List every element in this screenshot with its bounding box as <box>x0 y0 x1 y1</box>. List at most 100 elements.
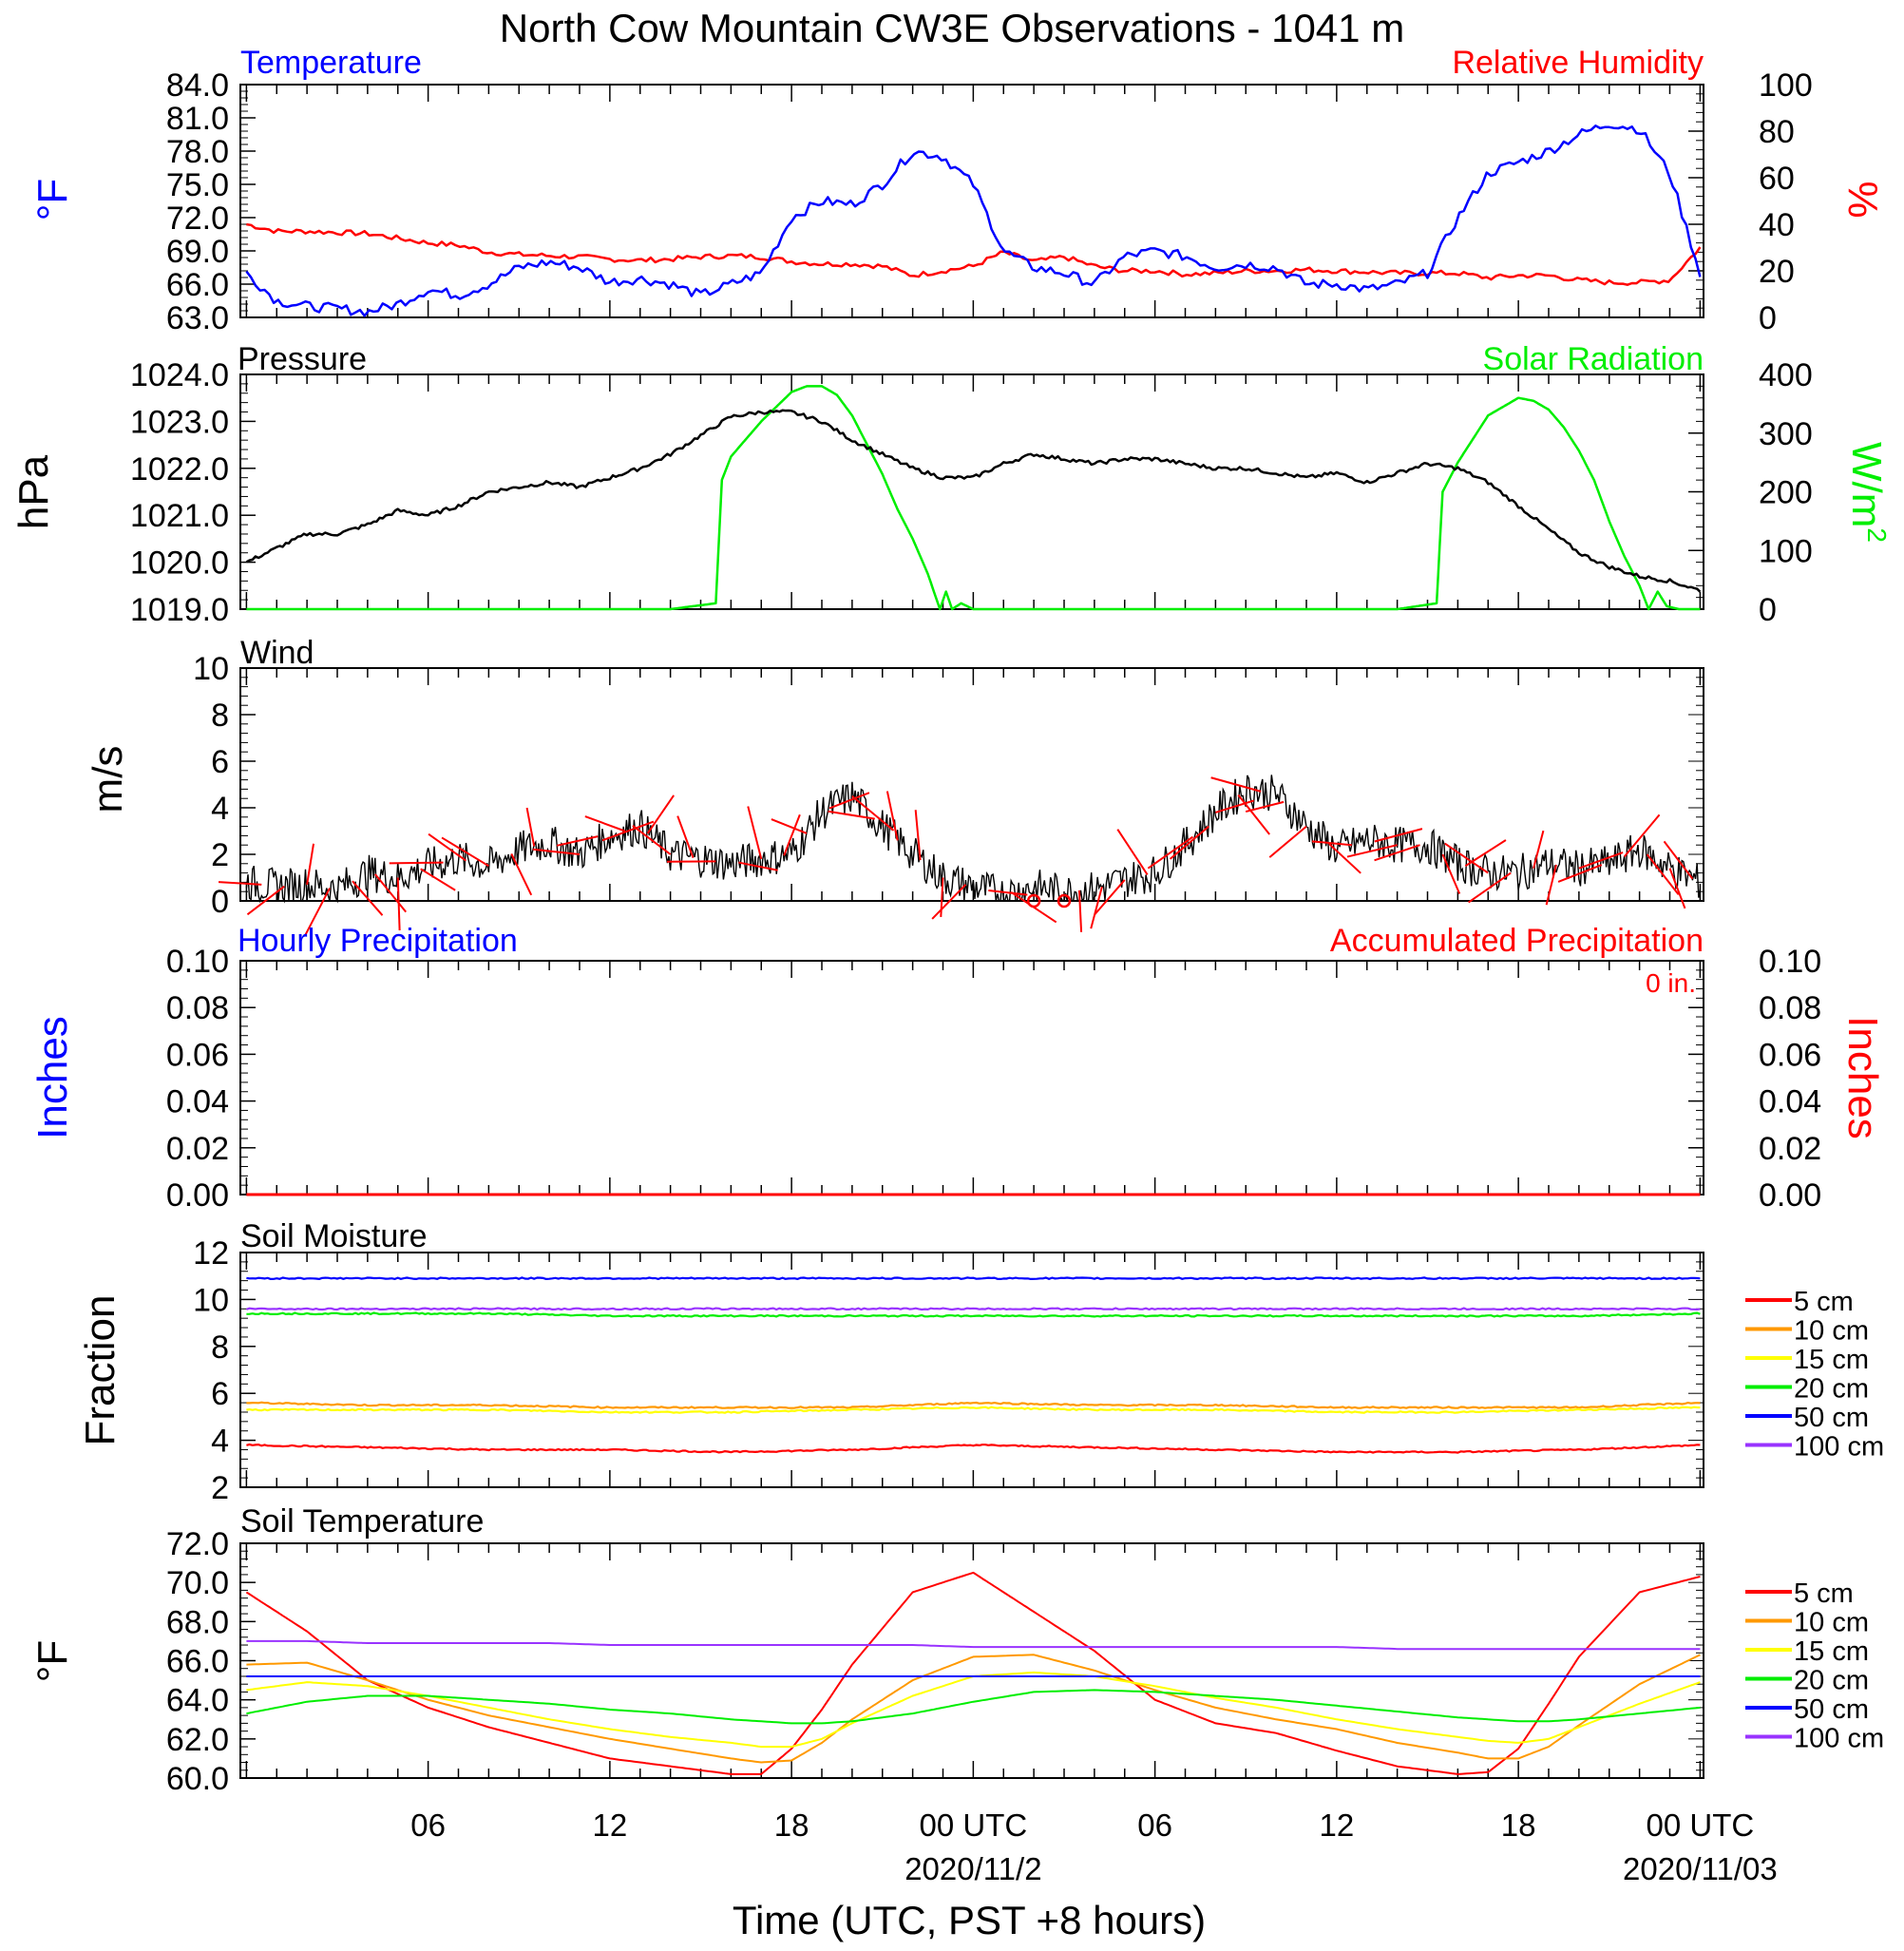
time-tick-label: 00 UTC <box>920 1808 1028 1843</box>
pressure-axis-label: hPa <box>10 454 57 529</box>
soil-temp-axis-tick-label: 62.0 <box>166 1722 229 1758</box>
temp-axis-tick-label: 69.0 <box>166 234 229 270</box>
accum-precip-axis-tick-label: 0.06 <box>1759 1037 1821 1073</box>
panel-pressure-solar: 1024.0 1023.0 1022.0 1021.0 1020.0 1019.0 400 3… <box>10 341 1892 628</box>
temp-axis-tick-label: 78.0 <box>166 134 229 170</box>
wind-barb <box>1468 871 1512 904</box>
solar-axis-tick-label: 400 <box>1759 357 1813 393</box>
wind-barb <box>931 884 967 920</box>
soil-temp-line <box>246 1689 1701 1725</box>
pressure-axis-tick-label: 1023.0 <box>130 404 229 440</box>
soil-moisture-axis-tick-label: 4 <box>211 1424 229 1460</box>
rh-axis-tick-label: 100 <box>1759 67 1813 104</box>
legend-label: 10 cm <box>1794 1608 1869 1638</box>
soil-moisture-axis-tick-label: 6 <box>211 1376 229 1412</box>
temp-axis-tick-label: 84.0 <box>166 67 229 104</box>
soil-temp-line <box>246 1639 1701 1651</box>
legend-label: 20 cm <box>1794 1666 1869 1696</box>
rh-axis-tick-label: 20 <box>1759 254 1795 290</box>
hourly-precip-axis-tick-label: 0.10 <box>166 944 229 980</box>
wind-barb <box>1444 842 1489 874</box>
hourly-precip-axis-tick-label: 0.06 <box>166 1037 229 1073</box>
wind-barb <box>1663 840 1694 880</box>
temp-axis-label: °F <box>29 179 76 220</box>
wind-barb <box>1578 851 1624 870</box>
soil-temp-title: Soil Temperature <box>240 1503 484 1540</box>
time-tick-label: 12 <box>1320 1808 1355 1843</box>
soil-temp-axis-tick-label: 66.0 <box>166 1644 229 1680</box>
wind-axis-tick-label: 6 <box>211 744 229 780</box>
temperature-title: Temperature <box>240 45 422 81</box>
soil-moisture-axis-tick-label: 12 <box>193 1235 229 1272</box>
wind-barb <box>885 791 899 841</box>
soil-moisture-axis-tick-label: 8 <box>211 1329 229 1366</box>
solar-title: Solar Radiation <box>1483 341 1704 377</box>
temp-axis-tick-label: 75.0 <box>166 167 229 203</box>
wind-barb <box>1374 844 1420 862</box>
soil-moisture-title: Soil Moisture <box>240 1218 428 1254</box>
wind-barb <box>1245 800 1285 813</box>
x-axis-label: Time (UTC, PST +8 hours) <box>733 1898 1206 1942</box>
wind-barb <box>1090 887 1103 929</box>
wind-barb <box>1311 840 1352 847</box>
time-tick-label: 06 <box>410 1808 446 1843</box>
wind-barb <box>1623 813 1661 858</box>
pressure-title: Pressure <box>238 341 367 377</box>
wind-barb <box>1077 889 1083 932</box>
wind-barb <box>428 832 467 862</box>
wind-speed-line <box>245 775 1702 904</box>
calm-wind-circle <box>1026 893 1041 909</box>
soil-temp-axis-tick-label: 64.0 <box>166 1683 229 1719</box>
wind-barb <box>1328 843 1361 874</box>
legend-label: 15 cm <box>1794 1636 1869 1667</box>
date-label: 2020/11/03 <box>1623 1851 1778 1886</box>
wind-barb <box>1346 844 1398 858</box>
accum-precip-axis-tick-label: 0.10 <box>1759 944 1821 980</box>
rh-axis: 100 80 60 40 20 0 <box>1688 67 1813 336</box>
pressure-axis-tick-label: 1024.0 <box>130 357 229 393</box>
wind-barb <box>676 815 695 859</box>
time-tick-label: 06 <box>1137 1808 1172 1843</box>
plot-frame <box>239 667 1704 902</box>
pressure-axis-tick-label: 1020.0 <box>130 545 229 582</box>
wind-barb <box>1237 794 1270 835</box>
legend-label: 100 cm <box>1794 1432 1884 1463</box>
wind-barb <box>738 861 778 871</box>
plot-frame <box>239 373 1704 610</box>
wind-barb <box>218 881 262 886</box>
rh-title: Relative Humidity <box>1452 45 1704 81</box>
hourly-precip-axis-tick-label: 0.08 <box>166 990 229 1026</box>
time-axis: 06 12 18 00 UTC 06 12 18 00 UTC 2020/11/2 2020/11… <box>410 1808 1777 1886</box>
figure-title: North Cow Mountain CW3E Observations - 1… <box>500 6 1404 50</box>
solar-axis-tick-label: 300 <box>1759 416 1813 452</box>
plot-frame <box>239 1252 1704 1488</box>
accum-precip-axis-label: Inches <box>1839 1016 1886 1139</box>
wind-barb <box>828 810 875 820</box>
solar-axis-tick-label: 0 <box>1759 592 1777 628</box>
legend-label: 5 cm <box>1794 1578 1854 1609</box>
wind-axis-tick-label: 4 <box>211 791 229 827</box>
wind-barb <box>771 818 808 834</box>
solar-axis-label: W/m2 <box>1843 442 1892 543</box>
soil-temp-axis-tick-label: 72.0 <box>166 1526 229 1562</box>
wind-barbs <box>218 776 1694 937</box>
hourly-precip-axis-tick-label: 0.04 <box>166 1084 229 1120</box>
wind-barb <box>389 861 444 865</box>
temp-axis-tick-label: 72.0 <box>166 201 229 237</box>
wind-barb <box>1116 829 1149 875</box>
accum-precip-title: Accumulated Precipitation <box>1330 923 1704 959</box>
wind-barb <box>747 806 763 860</box>
rh-axis-tick-label: 40 <box>1759 207 1795 243</box>
pressure-line <box>245 409 1702 593</box>
soil-temp-axis-tick-label: 70.0 <box>166 1565 229 1601</box>
soil-temp-line <box>246 1654 1701 1764</box>
wind-barb <box>632 825 672 855</box>
time-tick-label: 18 <box>774 1808 809 1843</box>
accum-precip-axis-tick-label: 0.02 <box>1759 1131 1821 1167</box>
wind-axis-tick-label: 2 <box>211 837 229 873</box>
hourly-precip-axis-label: Inches <box>29 1016 76 1139</box>
wind-barb <box>783 813 801 856</box>
legend-label: 100 cm <box>1794 1724 1884 1754</box>
wind-barb <box>420 868 456 891</box>
